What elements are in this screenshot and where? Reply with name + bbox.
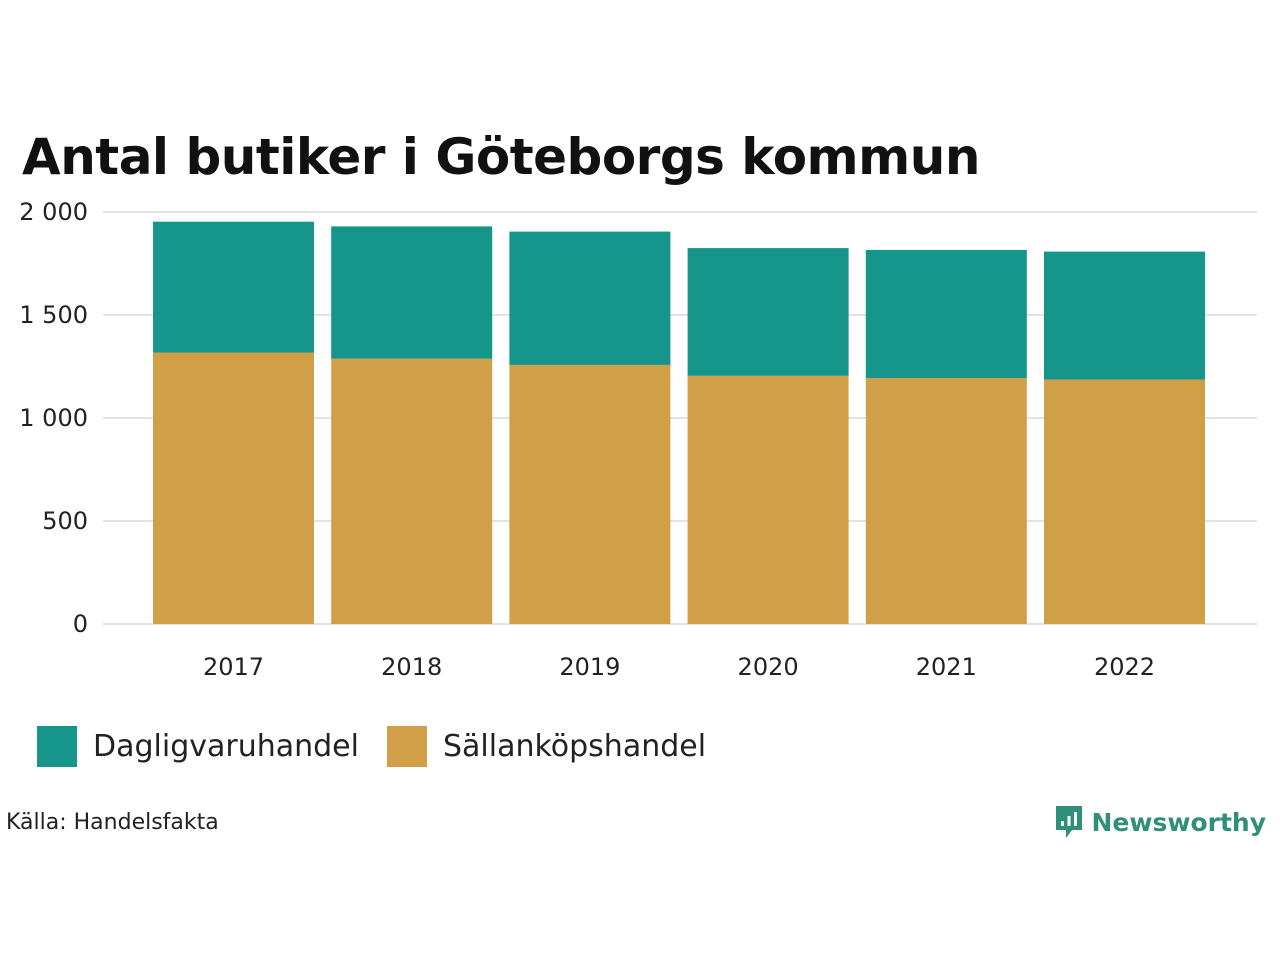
newsworthy-logo-icon <box>1055 806 1082 838</box>
y-tick-label: 2 000 <box>19 198 88 226</box>
y-tick-label: 0 <box>73 610 88 638</box>
source-note: Källa: Handelsfakta <box>6 810 219 835</box>
brand-logo: Newsworthy <box>1054 804 1267 840</box>
legend: Dagligvaruhandel Sällanköpshandel <box>37 726 734 767</box>
bar-dagligvaruhandel-2022 <box>1044 251 1205 380</box>
bar-dagligvaruhandel-2019 <box>509 231 671 365</box>
bar-sllankpshandel-2018 <box>331 358 493 624</box>
x-axis-ticks: 2017 2018 2019 2020 2021 2022 <box>203 653 1155 681</box>
bar-sllankpshandel-2022 <box>1044 379 1205 624</box>
bar-sllankpshandel-2020 <box>687 375 849 624</box>
x-tick-label: 2019 <box>559 653 620 681</box>
x-tick-label: 2022 <box>1094 653 1155 681</box>
x-tick-label: 2020 <box>738 653 799 681</box>
legend-label-sallankopshandel: Sällanköpshandel <box>442 729 707 764</box>
bar-dagligvaruhandel-2018 <box>331 226 493 359</box>
y-tick-label: 1 500 <box>19 301 88 329</box>
y-axis-ticks: 0 500 1 000 1 500 2 000 <box>19 198 88 638</box>
bar-dagligvaruhandel-2020 <box>687 248 849 376</box>
bars <box>153 221 1205 624</box>
legend-item-dagligvaruhandel: Dagligvaruhandel <box>37 726 359 767</box>
legend-label-dagligvaruhandel: Dagligvaruhandel <box>93 729 359 764</box>
y-tick-label: 1 000 <box>19 404 88 432</box>
legend-swatch-sallankopshandel <box>386 726 427 767</box>
chart-title: Antal butiker i Göteborgs kommun <box>22 128 980 186</box>
bar-dagligvaruhandel-2021 <box>865 249 1027 379</box>
bar-sllankpshandel-2017 <box>153 352 314 624</box>
x-tick-label: 2018 <box>381 653 442 681</box>
bar-sllankpshandel-2021 <box>865 378 1027 624</box>
legend-swatch-dagligvaruhandel <box>37 726 77 767</box>
bar-sllankpshandel-2019 <box>509 364 671 624</box>
legend-item-sallankopshandel: Sällanköpshandel <box>386 726 707 767</box>
bar-dagligvaruhandel-2017 <box>153 221 314 353</box>
y-tick-label: 500 <box>42 507 88 535</box>
brand-name: Newsworthy <box>1091 807 1267 837</box>
chart-plot: 0 500 1 000 1 500 2 000 2017 2018 2019 2020 2021… <box>19 198 1257 681</box>
x-tick-label: 2021 <box>916 653 977 681</box>
x-tick-label: 2017 <box>203 653 264 681</box>
